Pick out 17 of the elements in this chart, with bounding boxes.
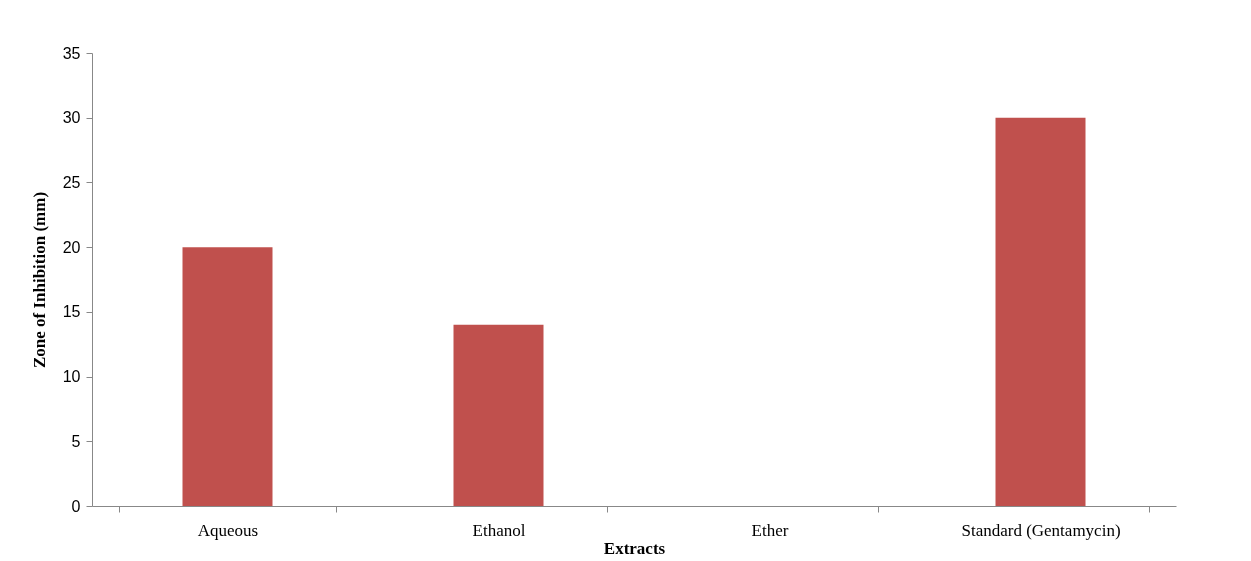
x-tick-label: Ethanol (472, 520, 526, 540)
y-tick-label: 0 (71, 497, 81, 515)
y-tick-label: 20 (62, 238, 81, 256)
y-tick-label: 5 (71, 432, 81, 450)
y-tick-label: 25 (62, 173, 81, 191)
y-tick-label: 15 (62, 303, 81, 321)
y-tick-label: 35 (62, 44, 81, 62)
x-axis-title: Extracts (603, 538, 666, 558)
x-tick-label: Standard (Gentamycin) (961, 520, 1121, 540)
bar (995, 117, 1086, 506)
x-tick-label: Ether (751, 520, 789, 540)
y-axis-title: Zone of Inhibition (mm) (29, 191, 49, 369)
bar (453, 324, 544, 506)
y-tick-label: 30 (62, 109, 81, 127)
y-tick-label: 10 (62, 368, 81, 386)
bar (182, 247, 273, 506)
x-tick-label: Aqueous (197, 520, 259, 540)
